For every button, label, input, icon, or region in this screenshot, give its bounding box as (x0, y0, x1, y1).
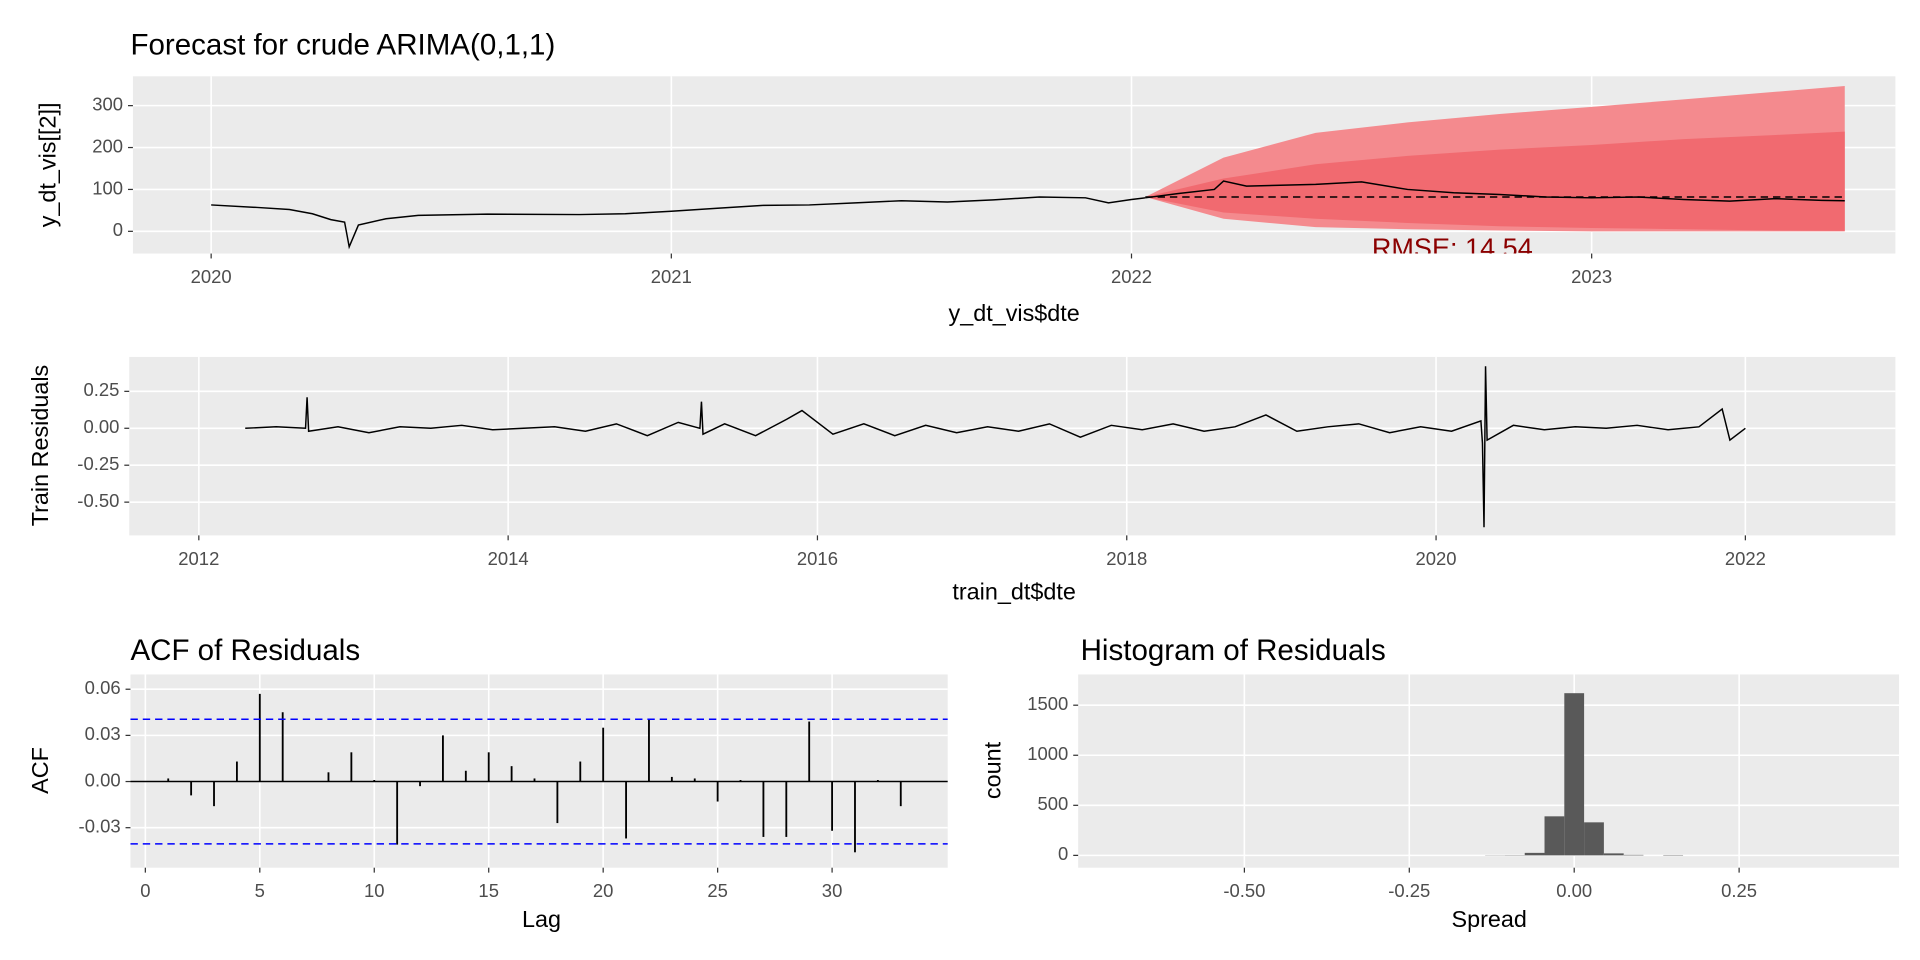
y-tick-label: 300 (92, 94, 123, 115)
plot-area: RMSE: 14.54 (211, 85, 1845, 263)
x-tick-label: 0.25 (1721, 880, 1757, 901)
series-line (245, 366, 1746, 528)
x-tick-label: 20 (593, 880, 614, 901)
histogram-bar (1524, 852, 1545, 856)
x-tick-label: 0.00 (1556, 880, 1592, 901)
x-axis-title: Spread (1452, 906, 1527, 932)
panel-group (129, 356, 1896, 536)
y-axis-title: count (980, 741, 1006, 799)
x-tick-label: 2018 (1106, 548, 1147, 569)
y-tick-label: 0.03 (85, 723, 121, 744)
histogram-bar (1603, 853, 1624, 856)
y-tick-label: 500 (1038, 793, 1069, 814)
y-tick-label: 1000 (1027, 743, 1068, 764)
y-tick-label: 0.06 (85, 677, 121, 698)
x-tick-label: 25 (707, 880, 728, 901)
x-tick-label: 2020 (1416, 548, 1457, 569)
x-tick-label: 2012 (178, 548, 219, 569)
y-tick-label: 1500 (1027, 693, 1068, 714)
series-line (1145, 180, 1845, 202)
y-tick-label: 0 (113, 219, 123, 240)
chart-title: Histogram of Residuals (1081, 634, 1386, 667)
forecast-band (1145, 131, 1845, 231)
x-tick-label: 2020 (191, 266, 232, 287)
x-tick-label: 2023 (1571, 266, 1612, 287)
annotation: RMSE: 14.54 (1372, 232, 1533, 263)
x-tick-label: 2022 (1725, 548, 1766, 569)
chart-title: ACF of Residuals (130, 634, 360, 667)
x-tick-label: -0.50 (1223, 880, 1265, 901)
series-line (211, 196, 1146, 250)
panel (130, 674, 948, 868)
y-tick-label: -0.25 (77, 453, 119, 474)
x-tick-label: 2016 (797, 548, 838, 569)
panel (129, 356, 1896, 536)
x-axis-title: y_dt_vis$dte (949, 300, 1080, 326)
plot-area (130, 693, 948, 853)
plot-area (245, 366, 1746, 528)
x-axis-title: Lag (522, 906, 561, 932)
y-tick-label: 0 (1058, 843, 1068, 864)
panel-group (1078, 674, 1900, 868)
panel-group (130, 674, 948, 868)
plot-area (1485, 693, 1684, 856)
y-axis-title: ACF (27, 747, 53, 794)
histogram-bar (1564, 693, 1585, 856)
x-tick-label: 2021 (651, 266, 692, 287)
y-tick-label: 100 (92, 177, 123, 198)
y-axis-title: Train Residuals (27, 365, 53, 527)
x-tick-label: 0 (140, 880, 150, 901)
histogram-bar (1623, 854, 1644, 856)
x-tick-label: 2022 (1111, 266, 1152, 287)
histogram-bar (1584, 822, 1604, 856)
x-tick-label: 15 (478, 880, 499, 901)
histogram-bar (1544, 816, 1565, 856)
y-tick-label: 0.25 (83, 379, 119, 400)
y-tick-label: 0.00 (83, 416, 119, 437)
chart-title: Forecast for crude ARIMA(0,1,1) (130, 29, 555, 62)
y-tick-label: -0.50 (77, 490, 119, 511)
y-tick-label: -0.03 (79, 816, 121, 837)
x-axis-title: train_dt$dte (952, 578, 1075, 604)
y-tick-label: 0.00 (85, 769, 121, 790)
x-tick-label: -0.25 (1388, 880, 1430, 901)
y-axis-title: y_dt_vis[[2]] (34, 103, 60, 228)
x-tick-label: 2014 (488, 548, 529, 569)
x-tick-label: 5 (255, 880, 265, 901)
x-tick-label: 30 (822, 880, 843, 901)
y-tick-label: 200 (92, 135, 123, 156)
x-tick-label: 10 (364, 880, 385, 901)
panel (1078, 674, 1900, 868)
